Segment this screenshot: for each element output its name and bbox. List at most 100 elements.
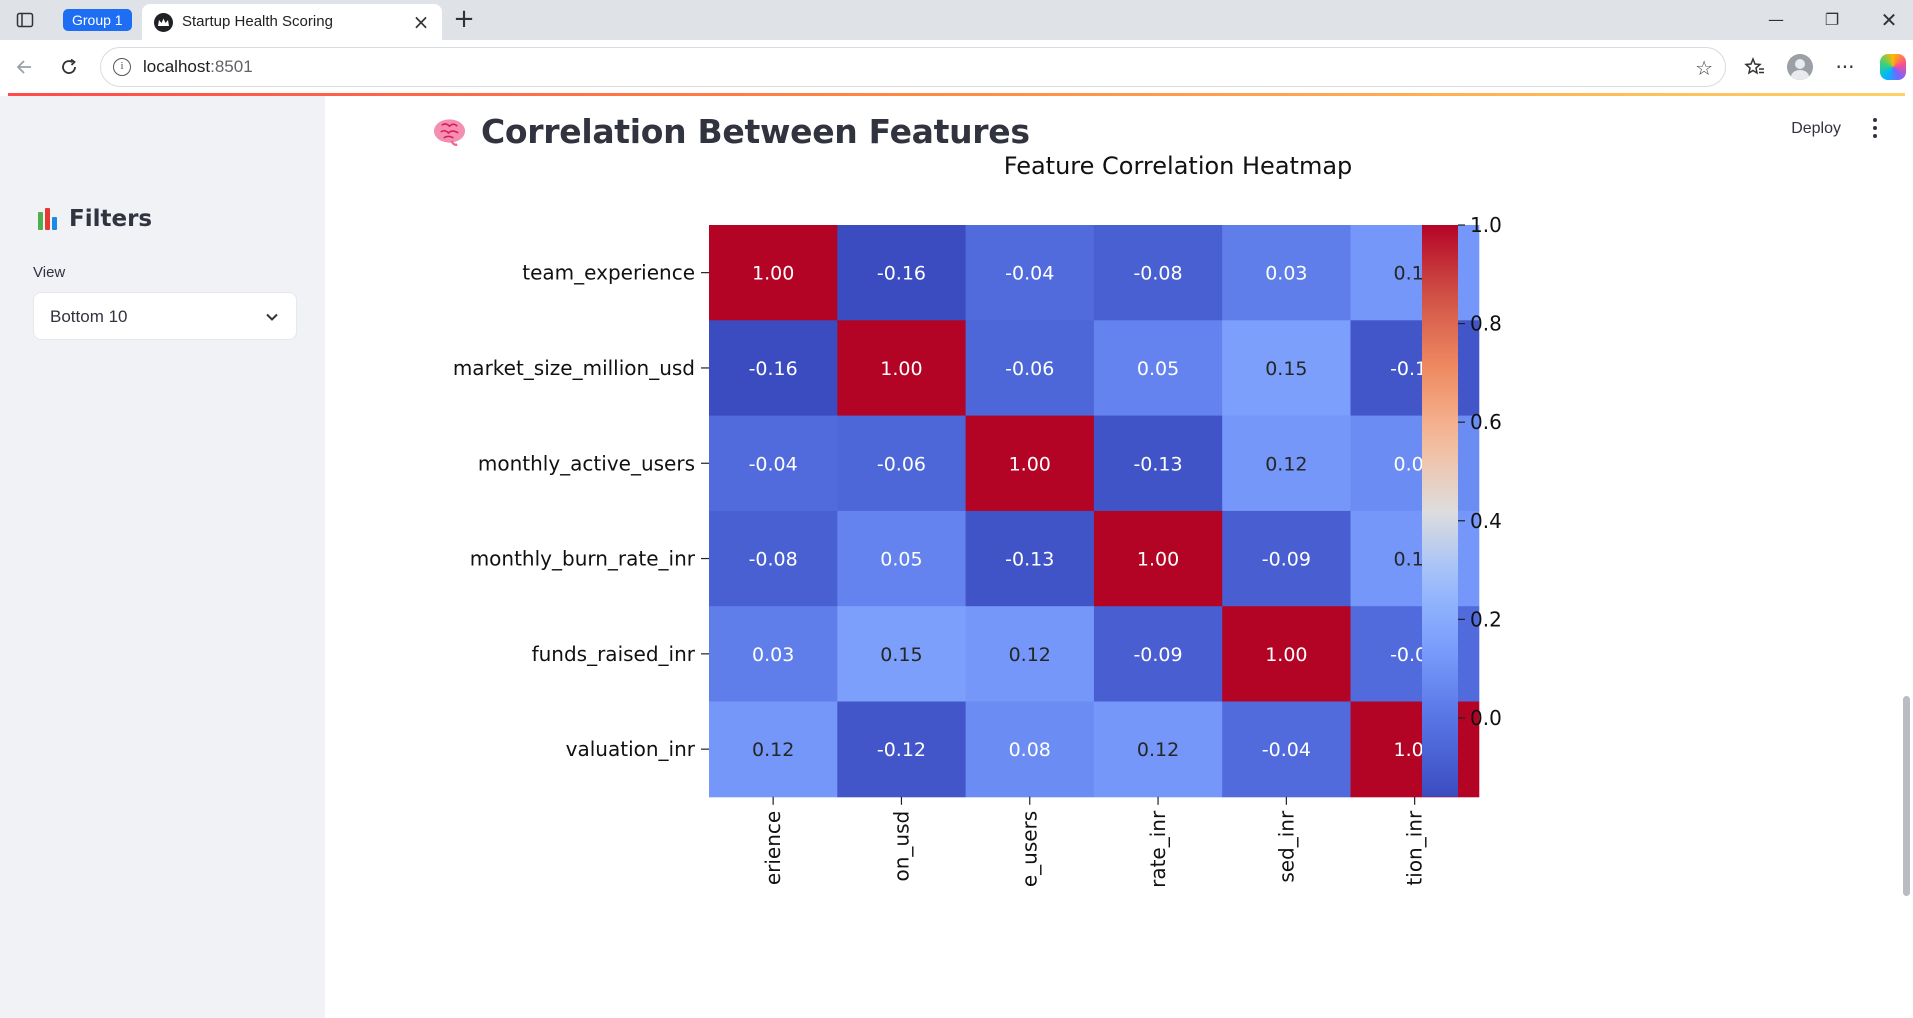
heatmap-cell [1093,415,1223,512]
heatmap-cell [1093,606,1223,702]
heatmap-cell-label: -0.08 [749,549,798,571]
heatmap-cell [1093,225,1223,321]
close-window-icon[interactable]: ✕ [1880,8,1898,32]
colorbar-tick-label: 0.2 [1470,607,1502,631]
tab-group-chip[interactable]: Group 1 [63,9,132,31]
colorbar-gradient [1422,225,1458,797]
y-tick-label: market_size_million_usd [453,356,695,380]
site-info-icon[interactable]: i [113,58,131,76]
new-tab-icon[interactable]: + [453,4,475,34]
heatmap-cell-label: -0.06 [877,453,926,475]
heatmap-cell-label: -0.16 [749,358,798,380]
deploy-button[interactable]: Deploy [1791,120,1841,137]
app-root: Filters View Bottom 10 Deploy Correlatio… [0,96,1913,1018]
heatmap-cell [709,225,838,321]
heatmap-cell-label: 1.00 [752,263,794,285]
view-select-value: Bottom 10 [50,307,128,326]
heatmap-cells: 1.00 -0.16 -0.04 -0.08 0.03 0.12 -0.16 1.00 -0.0… [709,225,1480,798]
heatmap-cell-label: -0.04 [1005,263,1054,285]
tab-title: Startup Health Scoring [182,13,333,30]
profile-avatar[interactable] [1785,52,1815,82]
x-tick-label: erience [761,811,785,885]
heatmap-cell [1222,415,1351,512]
heatmap-cell [1222,225,1351,321]
heatmap-cell [837,701,967,798]
x-tick-label: rate_inr [1146,810,1170,888]
browser-tab-active[interactable]: Startup Health Scoring × [142,4,442,40]
heatmap-cell-label: -0.12 [877,739,926,761]
heatmap-cell [709,606,838,702]
heatmap-y-tick-labels: team_experience market_size_million_usdmo… [453,261,709,761]
heatmap-cell-label: 0.15 [1265,358,1307,380]
reload-icon[interactable] [56,54,82,80]
heatmap-cell [965,225,1095,321]
heatmap-cell-label: 0.12 [752,739,794,761]
bar-chart-icon [36,207,61,232]
heatmap-cell-label: -0.06 [1005,358,1054,380]
minimize-icon[interactable]: — [1768,10,1784,29]
heatmap-cell-label: 0.08 [1009,739,1051,761]
heatmap-cell [837,415,967,512]
favorite-star-icon[interactable]: ☆ [1695,56,1713,80]
heatmap-cell-label: -0.13 [1005,549,1054,571]
more-menu-icon[interactable]: ··· [1835,55,1855,79]
heatmap-cell [965,415,1095,512]
sidebar: Filters View Bottom 10 [0,96,325,1018]
main-scrollbar[interactable] [1903,696,1910,896]
colorbar-tick-label: 1.0 [1470,213,1502,237]
brain-icon [433,118,466,146]
x-tick-label: sed_inr [1274,810,1298,883]
heatmap-cell-label: 0.03 [1265,263,1307,285]
streamlit-crown-icon [154,13,173,32]
browser-tab-bar: Group 1 Startup Health Scoring × + — ❐ ✕ [0,0,1913,40]
correlation-heatmap: Feature Correlation Heatmap 1.00 -0.16 -0.… [453,152,1502,888]
heatmap-cell [965,510,1095,607]
heatmap-cell-label: 0.12 [1137,739,1179,761]
y-tick-label: monthly_active_users [478,451,695,475]
heatmap-cell-label: -0.09 [1262,549,1311,571]
colorbar-tick-label: 0.4 [1470,509,1502,533]
url-port: :8501 [210,57,253,76]
heatmap-cell-label: -0.08 [1133,263,1182,285]
heatmap-cell-label: 0.05 [1137,358,1179,380]
copilot-icon[interactable] [1878,52,1908,82]
heatmap-cell-label: 0.12 [1265,453,1307,475]
heatmap-title: Feature Correlation Heatmap [1004,152,1353,180]
page-header: Correlation Between Features [432,112,1030,151]
close-tab-icon[interactable]: × [412,10,430,34]
view-select[interactable]: Bottom 10 [33,292,297,340]
y-tick-label: team_experience [522,261,695,285]
tab-actions-icon[interactable] [12,8,38,32]
heatmap-cell-label: 1.00 [1137,549,1179,571]
heatmap-cell [709,701,838,798]
y-tick-label: monthly_burn_rate_inr [470,547,696,571]
heatmap-cell [1093,701,1223,798]
heatmap-cell [965,320,1095,417]
heatmap-cell-label: 0.03 [752,644,794,666]
y-tick-label: valuation_inr [566,737,696,761]
heatmap-cell [1222,701,1351,798]
heatmap-cell [837,320,967,417]
heatmap-cell [709,320,838,417]
heatmap-cell-label: -0.16 [877,263,926,285]
heatmap-cell-label: -0.04 [749,453,798,475]
x-tick-label: tion_inr [1403,810,1427,886]
favorites-icon[interactable] [1740,52,1770,82]
heatmap-x-tick-labels: erience on_usd e_users rate_inr sed_inr tion_… [761,796,1427,888]
url-field[interactable]: i localhost:8501 ☆ [100,47,1726,87]
heatmap-cell-label: 1.00 [1009,453,1051,475]
heatmap-cell [1222,606,1351,702]
y-tick-label: funds_raised_inr [532,642,696,666]
heatmap-cell-label: -0.13 [1133,453,1182,475]
heatmap-cell-label: 0.05 [880,549,922,571]
colorbar-tick-label: 0.8 [1470,312,1502,336]
heatmap-cell [1093,320,1223,417]
address-bar: i localhost:8501 ☆ ··· [0,40,1913,94]
restore-icon[interactable]: ❐ [1824,10,1840,29]
heatmap-cell [965,606,1095,702]
back-icon[interactable] [12,54,38,80]
main-menu-icon[interactable] [1872,118,1878,138]
heatmap-cell-label: 1.00 [880,358,922,380]
heatmap-cell [709,415,838,512]
main-content: Deploy Correlation Between Features Feat… [325,96,1913,1018]
